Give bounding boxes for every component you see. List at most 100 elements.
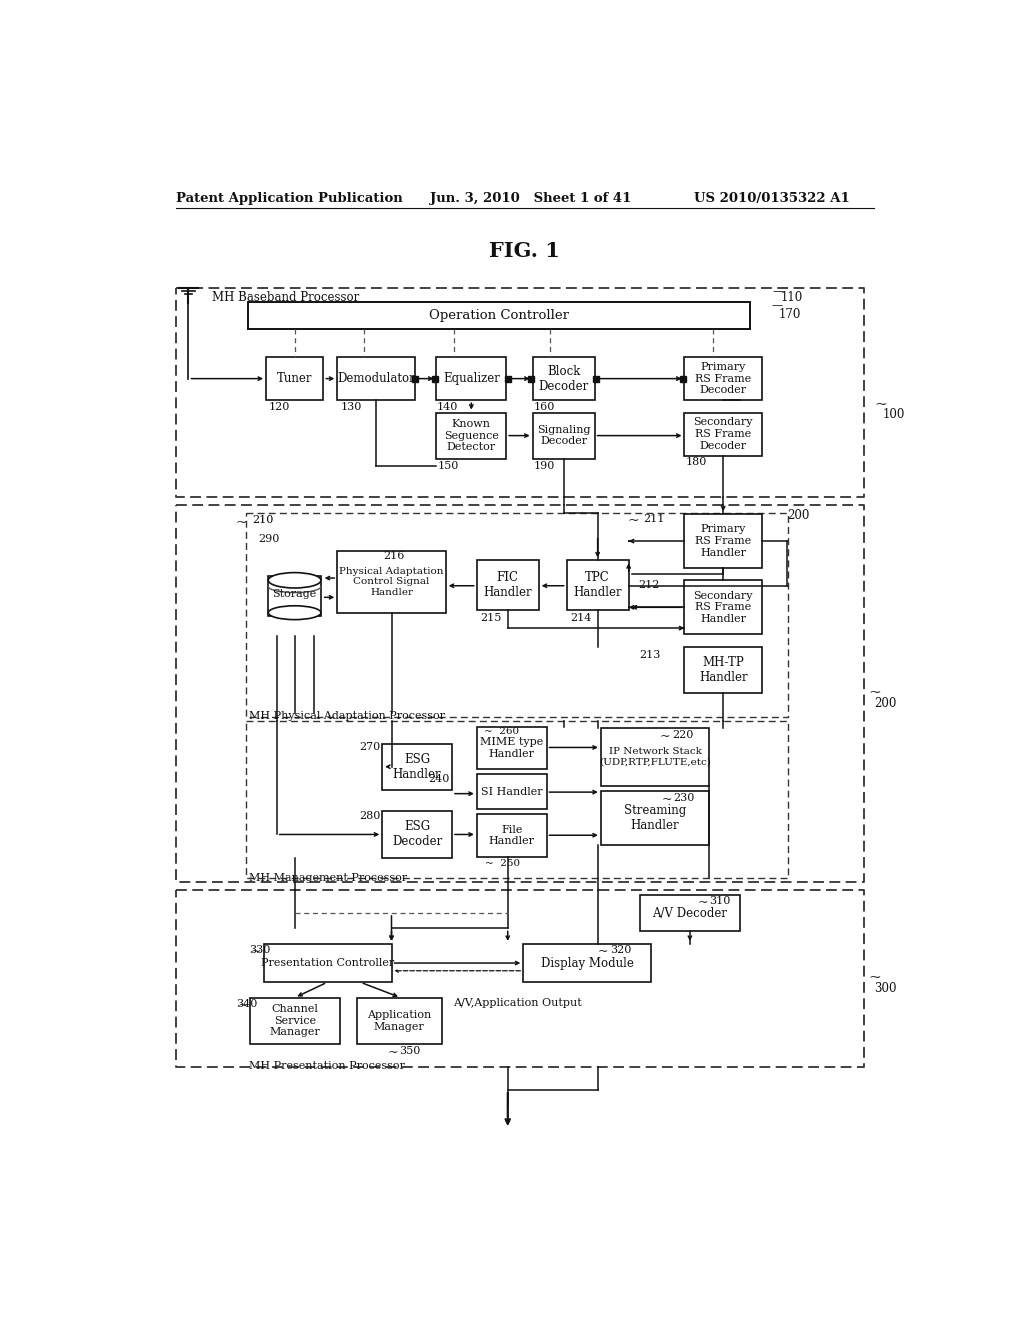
Text: FIC
Handler: FIC Handler bbox=[483, 572, 532, 599]
Text: Secondary
RS Frame
Handler: Secondary RS Frame Handler bbox=[693, 591, 753, 624]
Text: A/V,Application Output: A/V,Application Output bbox=[454, 998, 583, 1007]
Text: ESG
Decoder: ESG Decoder bbox=[392, 821, 442, 849]
Bar bbox=[532, 412, 595, 459]
Text: MH Baseband Processor: MH Baseband Processor bbox=[212, 290, 359, 304]
Text: 280: 280 bbox=[359, 812, 380, 821]
Text: File
Handler: File Handler bbox=[488, 825, 535, 846]
Ellipse shape bbox=[268, 606, 321, 619]
Text: 300: 300 bbox=[874, 982, 897, 994]
Text: Channel
Service
Manager: Channel Service Manager bbox=[269, 1005, 321, 1038]
Text: Operation Controller: Operation Controller bbox=[429, 309, 569, 322]
Text: —: — bbox=[773, 286, 784, 296]
Text: 100: 100 bbox=[883, 408, 905, 421]
Bar bbox=[640, 895, 740, 932]
Text: Storage: Storage bbox=[272, 589, 316, 599]
Text: ~: ~ bbox=[662, 793, 672, 807]
Text: 220: 220 bbox=[672, 730, 693, 739]
Bar bbox=[436, 358, 506, 400]
Bar bbox=[523, 944, 651, 982]
Text: IP Network Stack
(UDP,RTP,FLUTE,etc): IP Network Stack (UDP,RTP,FLUTE,etc) bbox=[599, 747, 711, 767]
Text: Streaming
Handler: Streaming Handler bbox=[624, 804, 686, 833]
Bar bbox=[248, 302, 751, 330]
Bar bbox=[684, 358, 762, 400]
Bar bbox=[477, 561, 539, 610]
Text: Presentation Controller: Presentation Controller bbox=[261, 958, 394, 968]
Bar bbox=[477, 775, 547, 809]
Text: MH-TP
Handler: MH-TP Handler bbox=[699, 656, 748, 684]
Text: 215: 215 bbox=[480, 612, 502, 623]
Text: 230: 230 bbox=[674, 793, 695, 803]
Text: A/V Decoder: A/V Decoder bbox=[652, 907, 727, 920]
Text: ~: ~ bbox=[627, 515, 639, 528]
Text: 212: 212 bbox=[638, 581, 659, 590]
Text: ~: ~ bbox=[868, 972, 881, 986]
Bar bbox=[601, 792, 710, 845]
Text: 130: 130 bbox=[340, 401, 361, 412]
Text: Primary
RS Frame
Handler: Primary RS Frame Handler bbox=[695, 524, 752, 557]
Text: 350: 350 bbox=[399, 1047, 421, 1056]
Text: FIG. 1: FIG. 1 bbox=[489, 240, 560, 261]
Text: ~: ~ bbox=[236, 516, 248, 529]
Bar bbox=[684, 581, 762, 635]
Text: MIME type
Handler: MIME type Handler bbox=[480, 737, 544, 759]
Bar bbox=[684, 413, 762, 455]
Bar bbox=[337, 552, 445, 612]
Text: 170: 170 bbox=[779, 308, 802, 321]
Text: ESG
Handler: ESG Handler bbox=[393, 752, 441, 780]
Text: ~: ~ bbox=[387, 1047, 397, 1059]
Text: 110: 110 bbox=[780, 290, 803, 304]
Text: ~: ~ bbox=[598, 945, 608, 958]
Text: —: — bbox=[771, 300, 782, 310]
Text: Signaling
Decoder: Signaling Decoder bbox=[537, 425, 590, 446]
Text: 200: 200 bbox=[874, 697, 897, 710]
Text: ~: ~ bbox=[238, 999, 248, 1012]
Text: 320: 320 bbox=[610, 945, 632, 956]
Text: Patent Application Publication: Patent Application Publication bbox=[176, 191, 402, 205]
Text: 330: 330 bbox=[249, 945, 270, 956]
Text: ~: ~ bbox=[874, 397, 887, 412]
Text: 290: 290 bbox=[258, 535, 280, 544]
Bar bbox=[266, 358, 324, 400]
Bar bbox=[477, 726, 547, 770]
Bar bbox=[263, 944, 391, 982]
Bar bbox=[337, 358, 415, 400]
Text: Block
Decoder: Block Decoder bbox=[539, 364, 589, 392]
Text: 160: 160 bbox=[535, 401, 555, 412]
Text: 340: 340 bbox=[237, 999, 258, 1010]
Text: 310: 310 bbox=[710, 896, 731, 906]
Bar bbox=[382, 812, 452, 858]
Text: 140: 140 bbox=[436, 401, 458, 412]
Text: Primary
RS Frame
Decoder: Primary RS Frame Decoder bbox=[695, 362, 752, 395]
Bar bbox=[684, 647, 762, 693]
Text: 180: 180 bbox=[686, 457, 708, 467]
Text: US 2010/0135322 A1: US 2010/0135322 A1 bbox=[693, 191, 850, 205]
Text: 210: 210 bbox=[252, 515, 273, 525]
Text: Jun. 3, 2010   Sheet 1 of 41: Jun. 3, 2010 Sheet 1 of 41 bbox=[430, 191, 632, 205]
Text: 214: 214 bbox=[570, 612, 592, 623]
Text: MH Physical Adaptation Processor: MH Physical Adaptation Processor bbox=[249, 711, 444, 721]
Text: ~: ~ bbox=[251, 945, 261, 958]
Text: Known
Seguence
Detector: Known Seguence Detector bbox=[443, 418, 499, 453]
Bar bbox=[382, 743, 452, 789]
Text: 120: 120 bbox=[269, 401, 291, 412]
Bar bbox=[436, 412, 506, 459]
Text: 216: 216 bbox=[384, 552, 406, 561]
Bar bbox=[532, 358, 595, 400]
Text: 270: 270 bbox=[359, 742, 380, 752]
Bar bbox=[251, 998, 340, 1044]
Text: Application
Manager: Application Manager bbox=[368, 1010, 431, 1032]
Bar bbox=[477, 814, 547, 857]
Bar bbox=[684, 515, 762, 568]
Bar bbox=[356, 998, 442, 1044]
Text: ~  250: ~ 250 bbox=[485, 859, 520, 869]
Ellipse shape bbox=[268, 573, 321, 587]
Text: SI Handler: SI Handler bbox=[481, 787, 543, 797]
Text: 213: 213 bbox=[640, 649, 660, 660]
Bar bbox=[268, 576, 321, 615]
Text: 150: 150 bbox=[438, 461, 460, 471]
Text: 211: 211 bbox=[643, 515, 665, 524]
Text: Physical Adaptation
Control Signal
Handler: Physical Adaptation Control Signal Handl… bbox=[339, 568, 443, 597]
Text: Secondary
RS Frame
Decoder: Secondary RS Frame Decoder bbox=[693, 417, 753, 450]
Bar bbox=[601, 729, 710, 785]
Text: MH Presentation Processor: MH Presentation Processor bbox=[249, 1061, 404, 1071]
